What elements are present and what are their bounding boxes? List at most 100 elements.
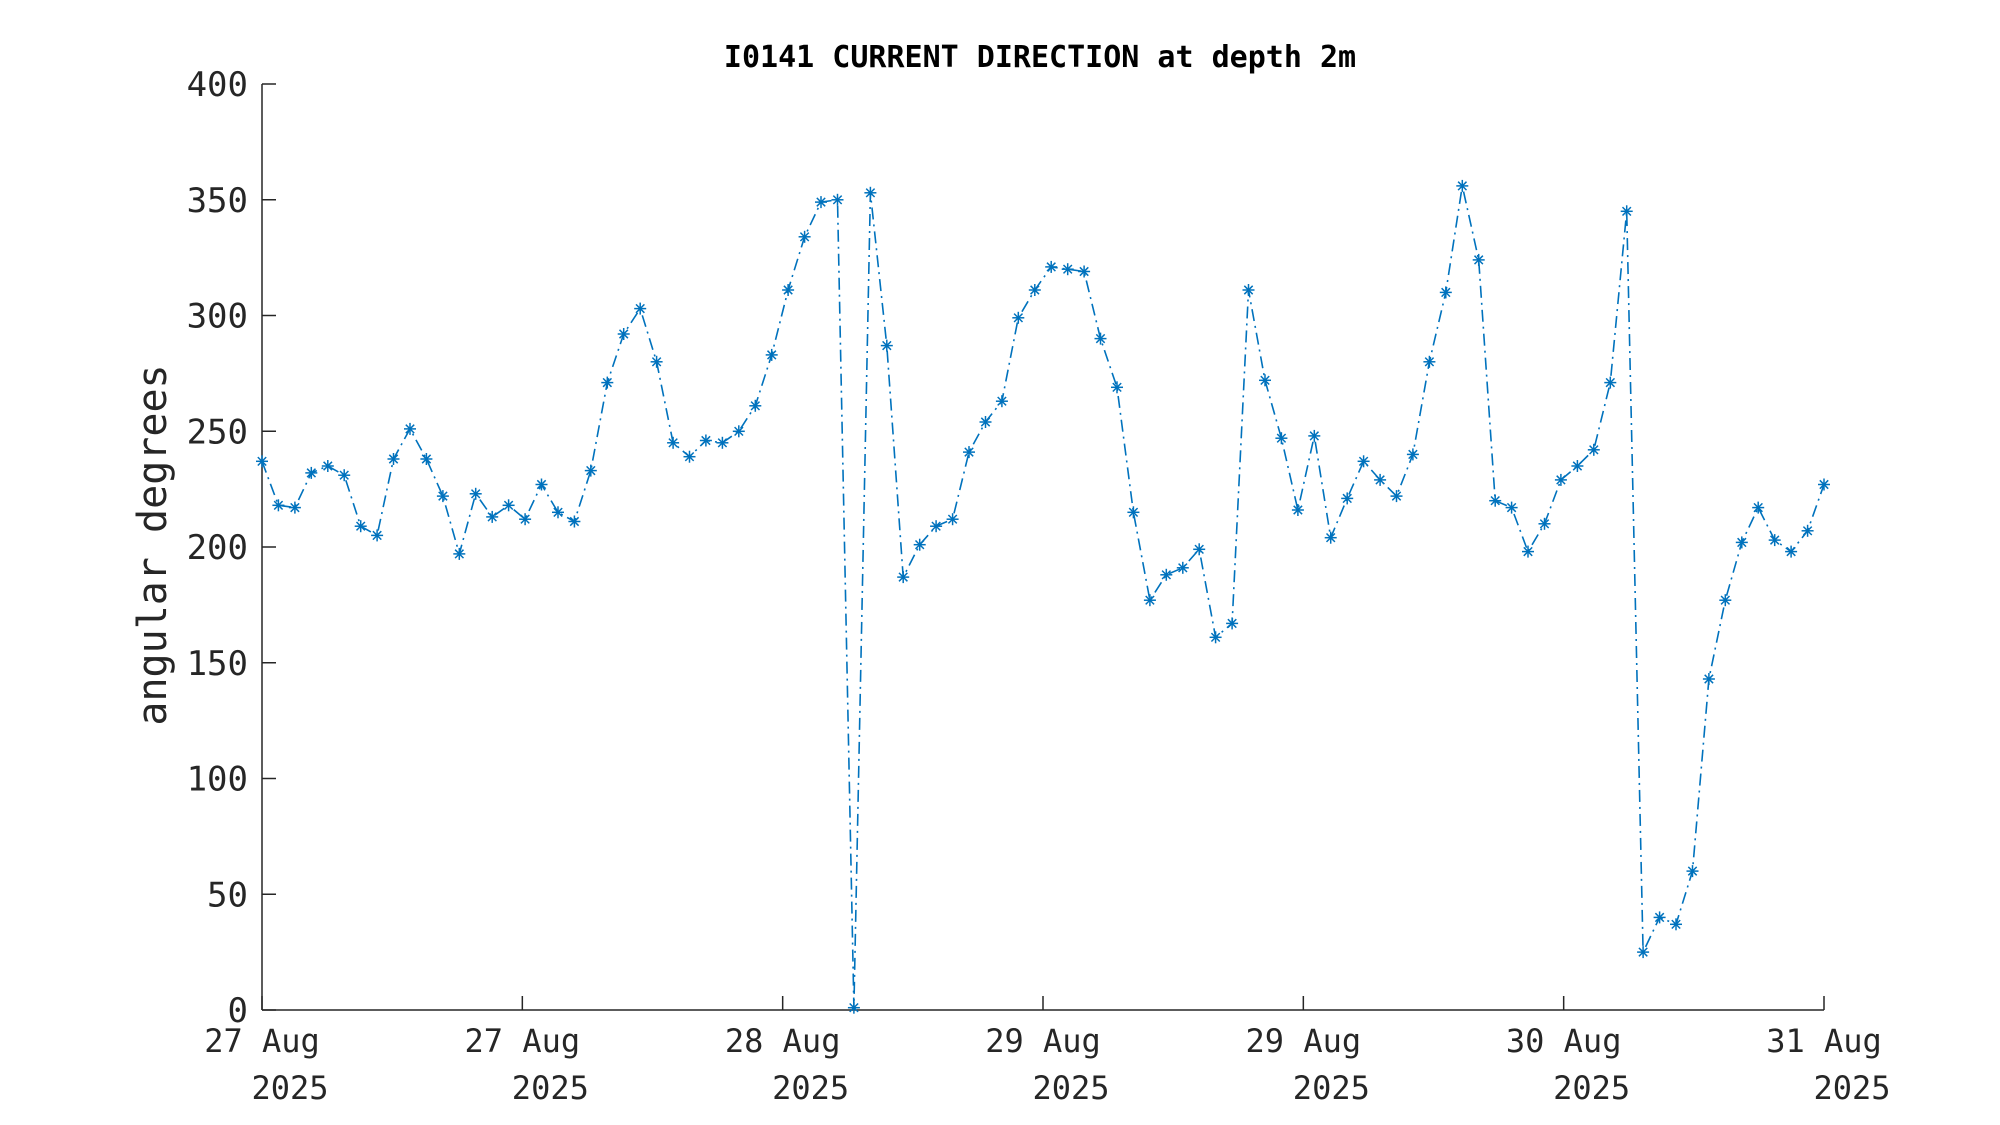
data-point	[617, 328, 630, 340]
x-tick-label-date: 27 Aug	[204, 1022, 320, 1060]
x-tick-label-year: 2025	[251, 1069, 328, 1107]
x-tick-label-year: 2025	[1293, 1069, 1370, 1107]
plot-area: 0 50 100 150 200 250 300 350 400 27 Aug 2025 27 Au…	[187, 65, 1891, 1107]
data-point	[1702, 673, 1715, 685]
data-point	[946, 513, 959, 526]
data-point	[1308, 429, 1321, 442]
y-ticks: 0 50 100 150 200 250 300 350 400	[187, 65, 276, 1031]
y-tick-label: 350	[187, 181, 248, 221]
y-tick-label: 250	[187, 412, 248, 452]
data-point	[1406, 448, 1419, 461]
chart-title: I0141 CURRENT DIRECTION at depth 2m	[724, 40, 1356, 75]
data-point	[864, 186, 877, 199]
data-point	[1456, 179, 1469, 192]
data-point	[1653, 911, 1666, 924]
data-point	[1176, 561, 1189, 574]
data-point	[1637, 946, 1650, 959]
x-tick-label-year: 2025	[1032, 1069, 1109, 1107]
data-point	[1571, 460, 1584, 472]
data-point	[1341, 492, 1354, 505]
data-point	[321, 460, 334, 472]
data-point	[1768, 534, 1781, 547]
data-point	[1045, 260, 1058, 273]
data-point	[1818, 478, 1830, 491]
data-point	[1127, 506, 1140, 519]
data-point	[732, 425, 745, 438]
data-point	[436, 490, 449, 503]
data-point	[979, 416, 992, 428]
data-point	[387, 453, 400, 465]
y-tick-label: 200	[187, 528, 248, 568]
data-point	[667, 436, 680, 449]
data-point	[1587, 443, 1600, 456]
data-point	[338, 469, 351, 482]
data-point	[1012, 311, 1025, 324]
x-tick-label-date: 27 Aug	[465, 1022, 581, 1060]
data-point	[1226, 617, 1239, 630]
data-point	[486, 510, 499, 523]
data-point	[963, 446, 975, 459]
y-tick-label: 400	[187, 65, 248, 105]
data-point	[749, 399, 762, 412]
data-point	[1078, 265, 1091, 278]
y-tick-label: 150	[187, 644, 248, 684]
data-point	[1489, 494, 1502, 507]
y-tick-label: 300	[187, 297, 248, 337]
x-tick-label-date: 30 Aug	[1506, 1022, 1622, 1060]
data-point	[568, 515, 581, 528]
data-point	[1390, 490, 1403, 503]
data-point	[815, 196, 827, 209]
x-tick-label-year: 2025	[1813, 1069, 1890, 1107]
data-point	[584, 464, 597, 477]
y-axis-label: angular degrees	[130, 364, 176, 725]
data-point	[1670, 918, 1682, 931]
data-point	[880, 339, 893, 352]
x-tick-label-date: 31 Aug	[1766, 1022, 1882, 1060]
data-point	[699, 434, 712, 447]
x-tick-label-date: 29 Aug	[1246, 1022, 1362, 1060]
data-point	[1522, 545, 1534, 558]
y-tick-label: 0	[228, 991, 248, 1031]
data-point	[1752, 501, 1765, 514]
data-point	[798, 230, 811, 243]
y-tick-label: 50	[207, 875, 248, 915]
data-point	[1785, 545, 1798, 558]
data-point	[1735, 536, 1748, 549]
data-point	[1061, 263, 1074, 276]
data-point	[1554, 473, 1567, 486]
data-point	[847, 1001, 860, 1014]
data-point	[305, 466, 318, 479]
series-group	[256, 179, 1830, 1014]
data-point	[1374, 473, 1387, 486]
data-point	[272, 499, 285, 512]
data-point	[995, 395, 1008, 408]
data-point	[1719, 594, 1732, 607]
data-point	[1259, 374, 1271, 387]
data-point	[354, 520, 367, 533]
x-tick-label-year: 2025	[772, 1069, 849, 1107]
data-point	[1094, 332, 1107, 345]
data-point	[1143, 594, 1156, 607]
y-tick-label: 100	[187, 760, 248, 800]
data-point	[1357, 455, 1370, 468]
data-point	[404, 422, 416, 435]
data-point	[765, 348, 778, 361]
data-point	[535, 478, 548, 491]
data-point	[371, 529, 384, 542]
x-tick-label-year: 2025	[512, 1069, 589, 1107]
data-point	[469, 487, 482, 500]
data-point	[1160, 568, 1173, 581]
data-point	[1242, 284, 1255, 296]
data-point	[1291, 504, 1304, 516]
data-point	[502, 499, 515, 512]
data-point	[420, 453, 433, 465]
data-point	[634, 302, 647, 315]
series-line	[261, 185, 1825, 1008]
x-ticks: 27 Aug 2025 27 Aug 2025 28 Aug 2025 29 Aug 2025…	[204, 996, 1891, 1107]
data-point	[913, 538, 926, 551]
data-point	[831, 193, 844, 206]
x-tick-label-year: 2025	[1553, 1069, 1630, 1107]
data-point	[1472, 253, 1485, 266]
data-point	[1423, 355, 1436, 368]
